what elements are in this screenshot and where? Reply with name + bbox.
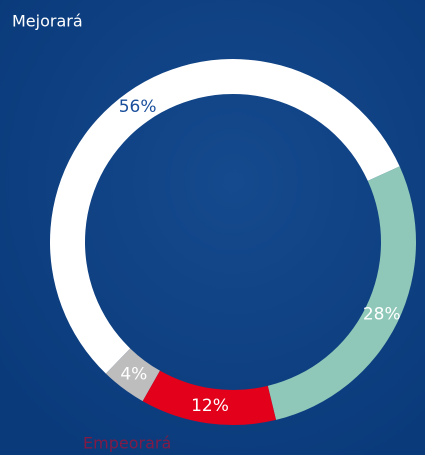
category-label: Mejorará — [12, 12, 83, 31]
category-label: Empeorará — [83, 434, 171, 453]
page: 56%28%12%4%MejoraráEmpeorará (() => { co… — [0, 0, 425, 455]
value-label: 56% — [119, 97, 157, 117]
value-label: 4% — [120, 365, 147, 385]
value-label: 12% — [191, 396, 229, 416]
value-label: 28% — [363, 305, 401, 325]
chart: 56% 28% 12% 4% Mejorará Empeorará — [0, 0, 425, 455]
